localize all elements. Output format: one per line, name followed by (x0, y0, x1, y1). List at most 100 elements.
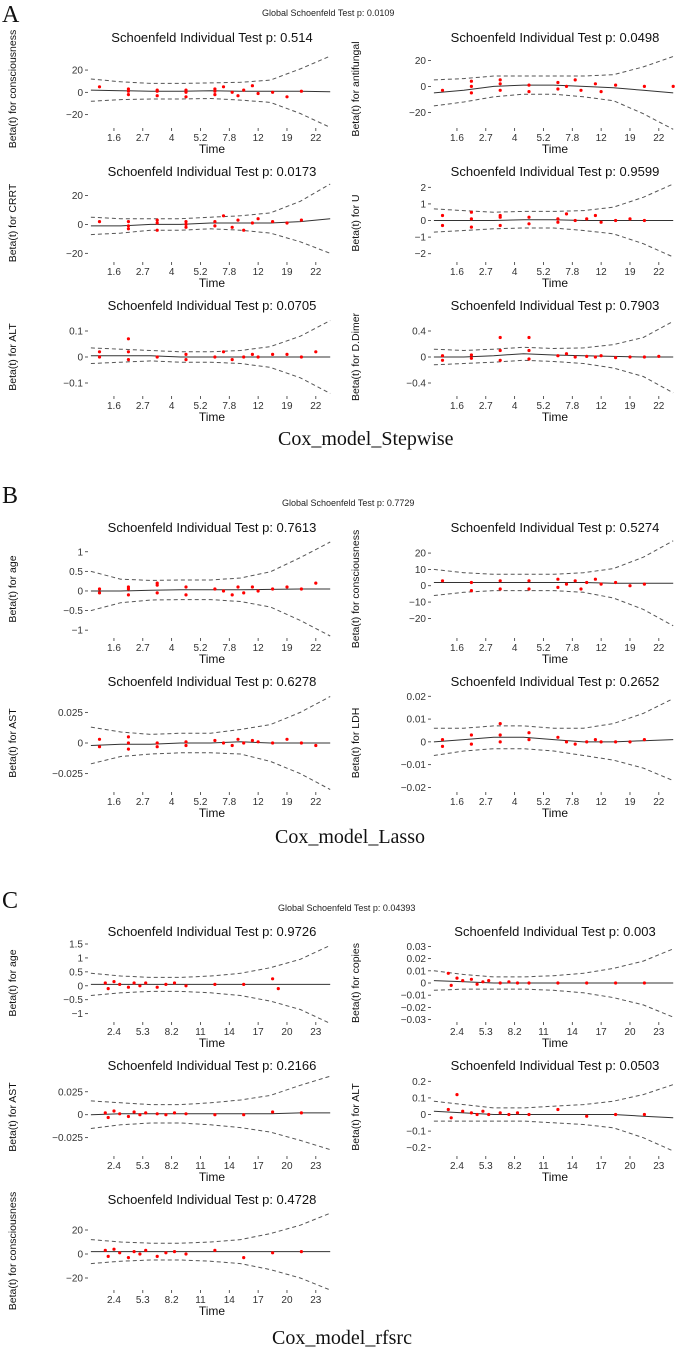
y-tick-label: −20 (66, 249, 83, 260)
residual-point (271, 90, 275, 94)
x-tick-label: 5.3 (479, 1161, 493, 1172)
residual-point (440, 744, 445, 748)
y-tick-label: 0.025 (58, 708, 83, 719)
x-tick-label: 14 (567, 1027, 579, 1038)
fitted-beta-line (90, 588, 331, 592)
x-tick-label: 1.6 (107, 267, 121, 278)
residual-point (314, 743, 318, 748)
residual-point (97, 591, 102, 595)
y-axis-label: Beta(t) for AST (7, 708, 19, 778)
residual-point (97, 737, 102, 741)
x-tick-label: 5.2 (194, 797, 208, 808)
residual-point (126, 741, 130, 745)
residual-point (184, 90, 188, 94)
residual-point (250, 221, 254, 225)
residual-point (527, 222, 531, 226)
residual-point (184, 358, 188, 362)
y-tick-label: −0.1 (406, 1127, 426, 1138)
residual-point (461, 979, 465, 983)
y-axis-label: Beta(t) for consciousness (7, 1192, 19, 1310)
residual-point (527, 1112, 531, 1117)
y-axis-label: Beta(t) for consciousness (7, 30, 19, 148)
x-tick-label: 7.8 (222, 797, 236, 808)
x-tick-label: 2.7 (136, 643, 150, 654)
residual-point (242, 88, 246, 92)
chart-title: Schoenfeld Individual Test p: 0.7613 (108, 520, 317, 535)
residual-point (242, 228, 246, 232)
residual-point (487, 1112, 491, 1117)
x-tick-label: 19 (281, 401, 293, 412)
residual-point (164, 982, 168, 986)
x-tick-label: 4 (169, 401, 175, 412)
residual-point (155, 218, 159, 222)
lower-confidence-band (433, 359, 674, 394)
y-axis-label: Beta(t) for D.Dimer (350, 312, 362, 401)
residual-point (126, 337, 130, 341)
lower-confidence-band (433, 988, 674, 1018)
x-tick-label: 5.2 (194, 401, 208, 412)
residual-point (556, 87, 560, 91)
x-tick-label: 19 (281, 267, 293, 278)
x-axis-label: Time (542, 806, 569, 820)
residual-point (515, 1111, 520, 1115)
y-tick-label: −0.025 (52, 769, 83, 780)
residual-point (299, 355, 303, 359)
x-tick-label: 20 (281, 1161, 293, 1172)
y-tick-label: 1 (77, 953, 83, 964)
upper-confidence-band (433, 320, 674, 352)
x-tick-label: 19 (624, 267, 636, 278)
residual-point (126, 587, 130, 591)
residual-point (271, 587, 275, 591)
x-axis-label: Time (199, 652, 226, 666)
x-tick-label: 2.4 (107, 1161, 121, 1172)
residual-point (573, 218, 577, 223)
residual-point (299, 89, 303, 93)
x-tick-label: 12 (596, 643, 608, 654)
x-axis-label: Time (199, 1170, 226, 1184)
fitted-beta-line (433, 219, 674, 221)
lower-confidence-band (433, 93, 674, 130)
residual-point (97, 350, 102, 354)
residual-point (498, 579, 502, 583)
y-tick-label: 0 (420, 216, 426, 227)
residual-point (556, 1107, 560, 1112)
y-tick-label: −0.2 (406, 1143, 426, 1154)
residual-point (126, 358, 130, 362)
chart-title: Schoenfeld Individual Test p: 0.003 (454, 924, 655, 939)
x-tick-label: 1.6 (450, 267, 464, 278)
y-axis-label: Beta(t) for U (350, 194, 362, 251)
residual-point (299, 741, 303, 745)
upper-confidence-band (90, 55, 331, 84)
residual-point (556, 220, 560, 224)
residual-point (599, 220, 603, 224)
residual-point (230, 358, 234, 362)
x-tick-label: 22 (653, 267, 665, 278)
residual-point (573, 78, 577, 82)
x-tick-label: 8.2 (165, 1027, 179, 1038)
residual-point (299, 218, 303, 222)
residual-point (449, 1116, 453, 1120)
x-tick-label: 23 (653, 1161, 665, 1172)
residual-point (126, 93, 130, 97)
x-tick-label: 7.8 (565, 401, 579, 412)
x-tick-label: 19 (624, 643, 636, 654)
x-tick-label: 7.8 (565, 797, 579, 808)
y-axis-label: Beta(t) for consciousness (350, 530, 362, 648)
chart-title: Schoenfeld Individual Test p: 0.4728 (108, 1192, 317, 1207)
chart-C2: Schoenfeld Individual Test p: 0.003 Beta(… (350, 924, 674, 1050)
residual-point (271, 352, 275, 356)
residual-point (469, 580, 473, 585)
residual-point (498, 1111, 502, 1115)
residual-point (155, 985, 159, 989)
x-axis-label: Time (199, 806, 226, 820)
residual-point (118, 1112, 122, 1116)
fitted-beta-line (90, 355, 331, 358)
residual-point (132, 1250, 136, 1254)
residual-point (97, 85, 102, 89)
x-tick-label: 19 (624, 401, 636, 412)
residual-point (112, 980, 116, 984)
residual-point (230, 90, 234, 94)
residual-point (126, 1114, 130, 1119)
x-tick-label: 14 (567, 1161, 579, 1172)
x-axis-label: Time (199, 1036, 226, 1050)
